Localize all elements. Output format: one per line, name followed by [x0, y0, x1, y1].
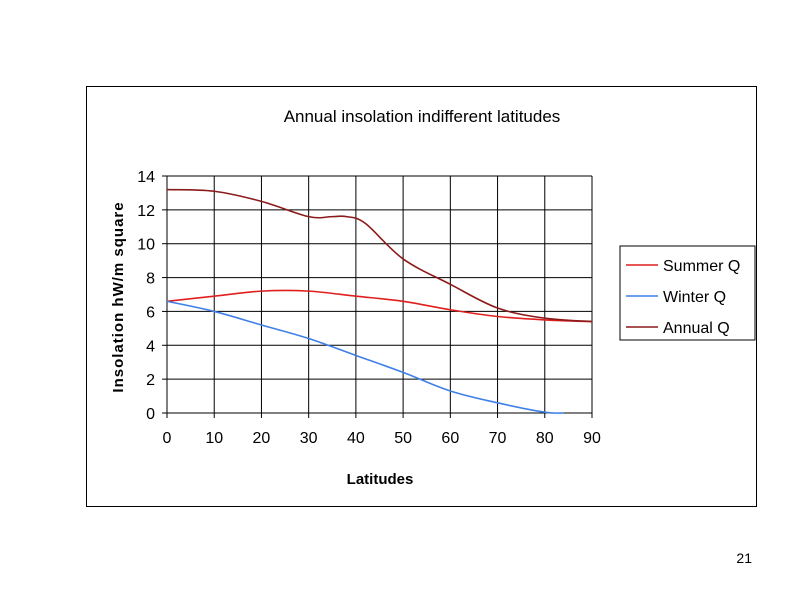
- series-line-winter-q: [166, 300, 564, 414]
- y-tick-label: 0: [146, 406, 155, 423]
- chart-title: Annual insolation indifferent latitudes: [284, 107, 561, 126]
- legend: Summer Q Winter Q Annual Q: [619, 245, 756, 341]
- x-tick-label: 50: [394, 430, 412, 447]
- chart-svg: Annual insolation indifferent latitudes …: [110, 107, 756, 488]
- legend-box: [619, 245, 756, 341]
- y-tick-label: 14: [137, 169, 155, 186]
- y-tick-label: 8: [146, 271, 155, 288]
- chart-frame: Annual insolation indifferent latitudes …: [86, 86, 757, 507]
- axis-layer: 0 2 4 6 8 10 12 14 0 10 20 30 40 50 60 70 80 90: [137, 169, 601, 447]
- y-tick-label: 12: [137, 203, 155, 220]
- y-axis-label: Insolation hW/m square: [110, 201, 127, 392]
- y-tick-label: 2: [146, 372, 155, 389]
- legend-label-winter-q: Winter Q: [663, 289, 726, 306]
- x-tick-label: 90: [583, 430, 601, 447]
- legend-label-annual-q: Annual Q: [663, 320, 730, 337]
- x-tick-label: 80: [536, 430, 554, 447]
- grid-layer: [167, 175, 593, 413]
- y-tick-label: 4: [146, 338, 155, 355]
- x-axis-label: Latitudes: [347, 471, 414, 488]
- series-layer: [166, 188, 593, 414]
- x-tick-label: 10: [205, 430, 223, 447]
- x-tick-label: 20: [253, 430, 271, 447]
- x-tick-label: 70: [489, 430, 507, 447]
- series-line-annual-q: [166, 188, 593, 323]
- x-tick-label: 30: [300, 430, 318, 447]
- y-tick-label: 10: [137, 237, 155, 254]
- x-tick-label: 0: [163, 430, 172, 447]
- slide-number: 21: [736, 550, 752, 566]
- y-tick-label: 6: [146, 304, 155, 321]
- x-tick-label: 60: [441, 430, 459, 447]
- series-line-summer-q: [166, 289, 593, 323]
- x-tick-label: 40: [347, 430, 365, 447]
- legend-label-summer-q: Summer Q: [663, 258, 740, 275]
